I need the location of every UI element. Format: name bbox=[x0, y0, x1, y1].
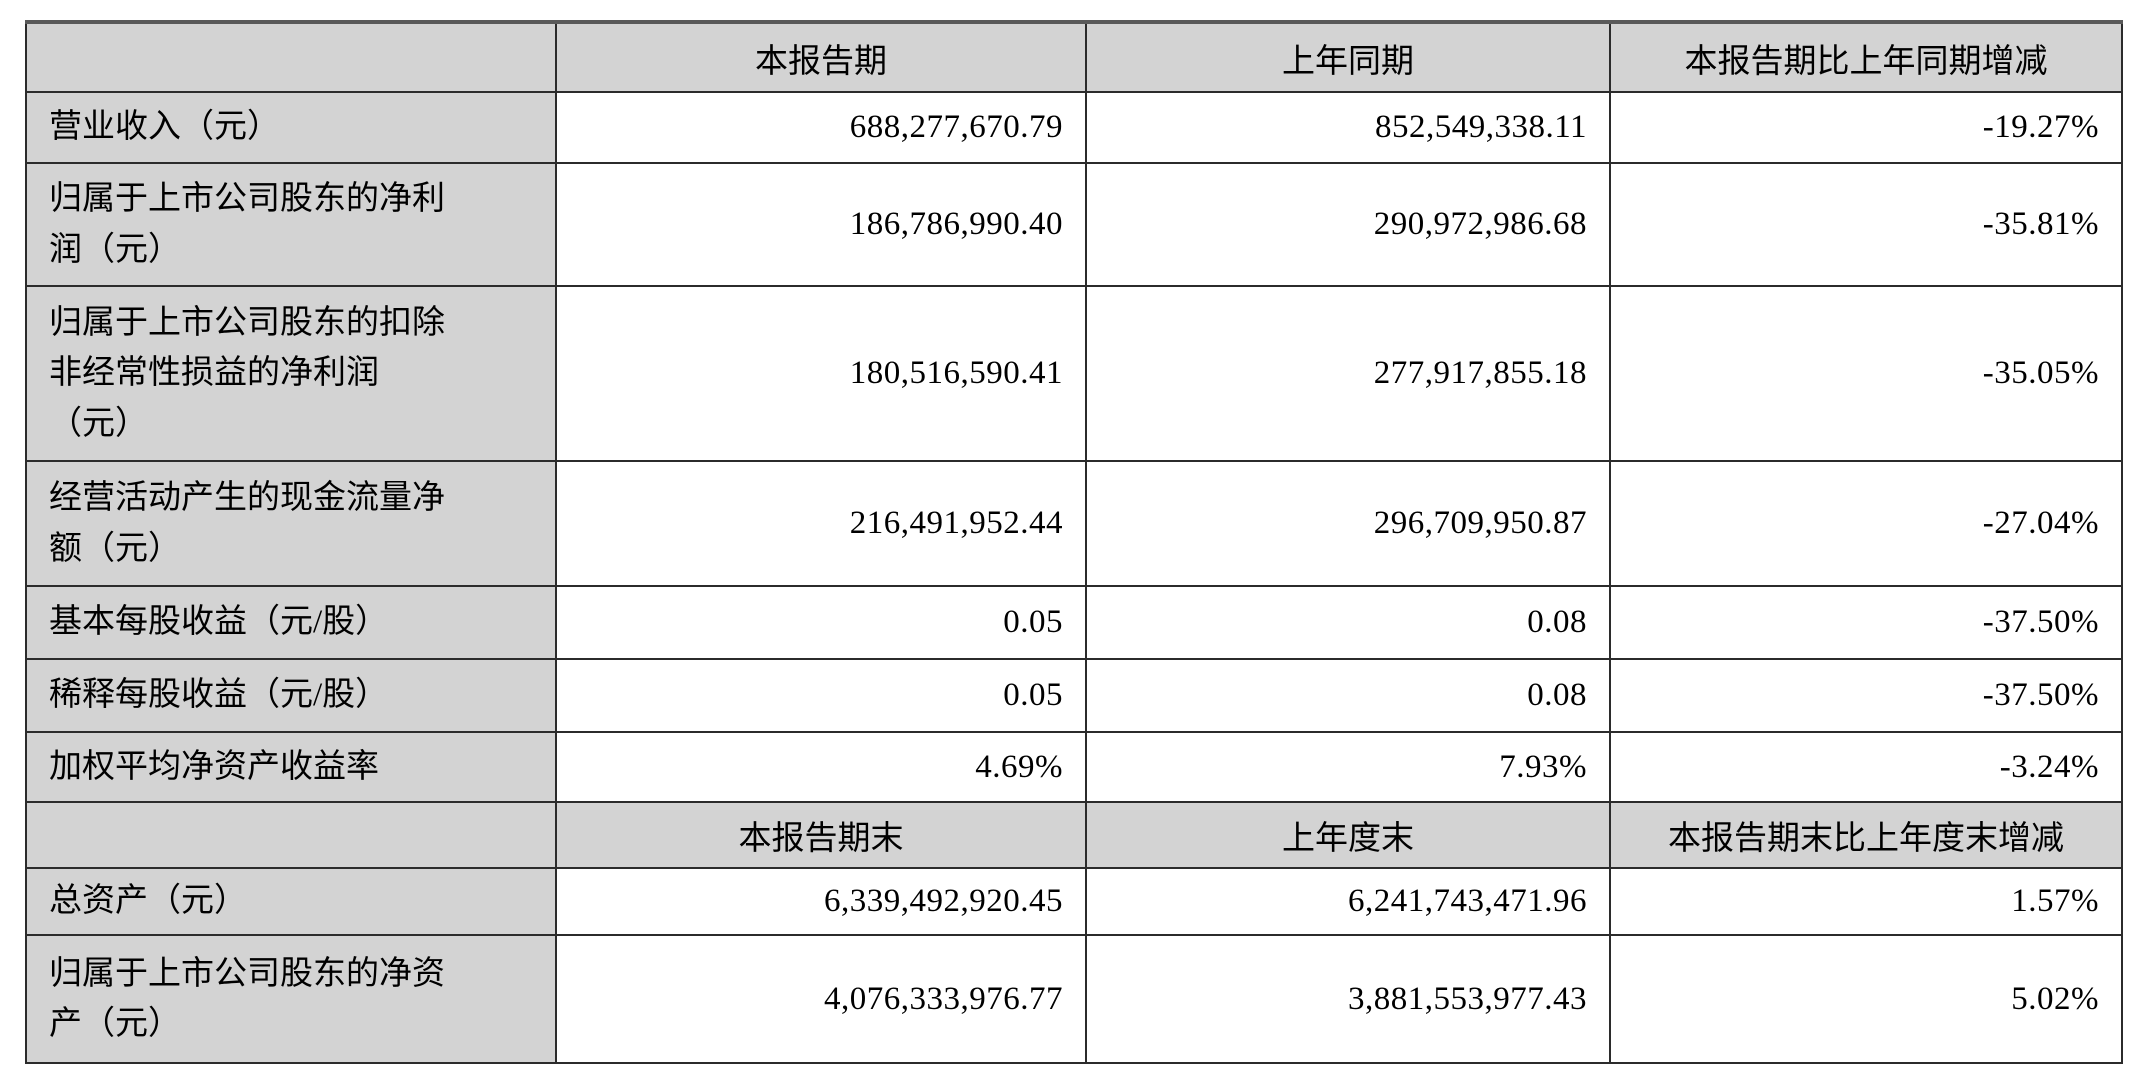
row-label: 归属于上市公司股东的净利 润（元） bbox=[25, 162, 557, 287]
row-label: 归属于上市公司股东的净资 产（元） bbox=[25, 934, 557, 1064]
table-row-net-profit: 归属于上市公司股东的净利 润（元） 186,786,990.40 290,972… bbox=[25, 162, 2123, 287]
value-current-period: 0.05 bbox=[555, 585, 1087, 660]
header-current-period-end: 本报告期末 bbox=[555, 801, 1087, 869]
value-change: -35.05% bbox=[1609, 285, 2123, 462]
value-change: 1.57% bbox=[1609, 867, 2123, 936]
header-period-end-change: 本报告期末比上年度末增减 bbox=[1609, 801, 2123, 869]
row-label: 总资产（元） bbox=[25, 867, 557, 936]
value-change: -27.04% bbox=[1609, 460, 2123, 587]
value-prior-period: 3,881,553,977.43 bbox=[1085, 934, 1611, 1064]
table-row-total-assets: 总资产（元） 6,339,492,920.45 6,241,743,471.96… bbox=[25, 867, 2123, 936]
value-prior-period: 7.93% bbox=[1085, 731, 1611, 803]
value-prior-period: 0.08 bbox=[1085, 658, 1611, 733]
table-row-operating-cash-flow: 经营活动产生的现金流量净 额（元） 216,491,952.44 296,709… bbox=[25, 460, 2123, 587]
value-change: -37.50% bbox=[1609, 585, 2123, 660]
value-change: -19.27% bbox=[1609, 91, 2123, 164]
header-current-period: 本报告期 bbox=[555, 21, 1087, 93]
value-change: -37.50% bbox=[1609, 658, 2123, 733]
header-period-change: 本报告期比上年同期增减 bbox=[1609, 21, 2123, 93]
table-row-net-assets: 归属于上市公司股东的净资 产（元） 4,076,333,976.77 3,881… bbox=[25, 934, 2123, 1064]
row-label: 稀释每股收益（元/股） bbox=[25, 658, 557, 733]
table-row-weighted-avg-roe: 加权平均净资产收益率 4.69% 7.93% -3.24% bbox=[25, 731, 2123, 803]
value-change: -35.81% bbox=[1609, 162, 2123, 287]
row-label: 加权平均净资产收益率 bbox=[25, 731, 557, 803]
header-row-period: 本报告期 上年同期 本报告期比上年同期增减 bbox=[25, 21, 2123, 93]
value-change: -3.24% bbox=[1609, 731, 2123, 803]
value-change: 5.02% bbox=[1609, 934, 2123, 1064]
header-prior-year-end: 上年度末 bbox=[1085, 801, 1611, 869]
value-current-period: 4.69% bbox=[555, 731, 1087, 803]
value-current-period: 4,076,333,976.77 bbox=[555, 934, 1087, 1064]
header-prior-period: 上年同期 bbox=[1085, 21, 1611, 93]
value-current-period: 216,491,952.44 bbox=[555, 460, 1087, 587]
value-current-period: 688,277,670.79 bbox=[555, 91, 1087, 164]
header-empty-cell bbox=[25, 801, 557, 869]
table-row-net-profit-excl-nonrecurring: 归属于上市公司股东的扣除 非经常性损益的净利润 （元） 180,516,590.… bbox=[25, 285, 2123, 462]
table-row-basic-eps: 基本每股收益（元/股） 0.05 0.08 -37.50% bbox=[25, 585, 2123, 660]
financial-summary-table: 本报告期 上年同期 本报告期比上年同期增减 营业收入（元） 688,277,67… bbox=[25, 20, 2123, 1064]
value-prior-period: 0.08 bbox=[1085, 585, 1611, 660]
value-prior-period: 296,709,950.87 bbox=[1085, 460, 1611, 587]
row-label: 基本每股收益（元/股） bbox=[25, 585, 557, 660]
header-row-period-end: 本报告期末 上年度末 本报告期末比上年度末增减 bbox=[25, 801, 2123, 869]
value-current-period: 6,339,492,920.45 bbox=[555, 867, 1087, 936]
value-prior-period: 852,549,338.11 bbox=[1085, 91, 1611, 164]
value-current-period: 186,786,990.40 bbox=[555, 162, 1087, 287]
value-prior-period: 6,241,743,471.96 bbox=[1085, 867, 1611, 936]
value-current-period: 0.05 bbox=[555, 658, 1087, 733]
table-row-operating-revenue: 营业收入（元） 688,277,670.79 852,549,338.11 -1… bbox=[25, 91, 2123, 164]
header-empty-cell bbox=[25, 21, 557, 93]
row-label: 归属于上市公司股东的扣除 非经常性损益的净利润 （元） bbox=[25, 285, 557, 462]
value-current-period: 180,516,590.41 bbox=[555, 285, 1087, 462]
value-prior-period: 277,917,855.18 bbox=[1085, 285, 1611, 462]
row-label: 营业收入（元） bbox=[25, 91, 557, 164]
table-row-diluted-eps: 稀释每股收益（元/股） 0.05 0.08 -37.50% bbox=[25, 658, 2123, 733]
row-label: 经营活动产生的现金流量净 额（元） bbox=[25, 460, 557, 587]
value-prior-period: 290,972,986.68 bbox=[1085, 162, 1611, 287]
